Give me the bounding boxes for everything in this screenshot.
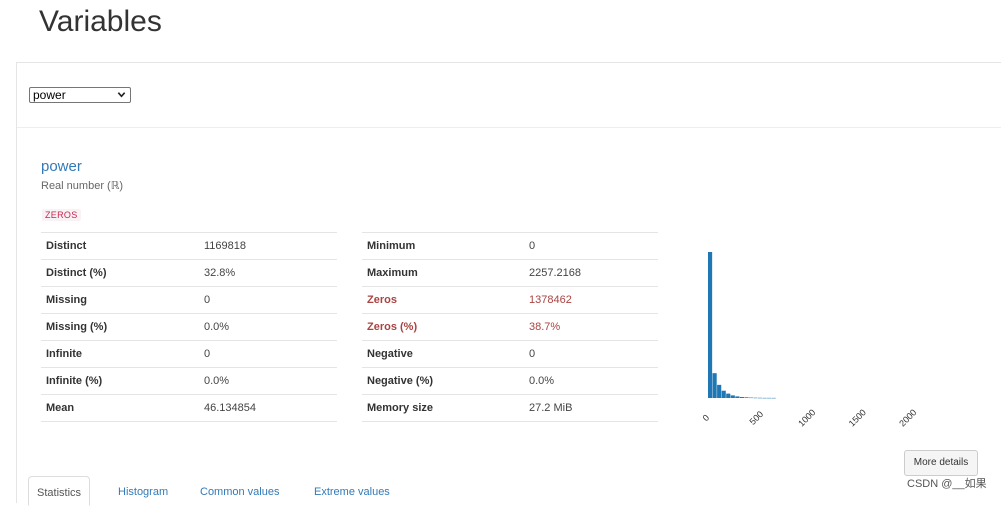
histogram-bar <box>771 397 776 399</box>
histogram-bar <box>767 397 772 399</box>
histogram-bar <box>744 397 749 398</box>
stat-label: Maximum <box>362 259 524 287</box>
histogram-bar <box>735 396 740 398</box>
more-details-button[interactable]: More details <box>904 450 978 476</box>
histogram-bar <box>721 390 726 398</box>
variable-type: Real number (ℝ) <box>41 180 124 192</box>
histogram-chart: 0 500 1000 1500 2000 <box>701 252 919 428</box>
stat-row-distinct: Distinct (%) 32.8% <box>41 259 337 287</box>
stat-label: Mean <box>41 394 199 422</box>
stat-value: 38.7% <box>524 313 658 341</box>
tab-histogram[interactable]: Histogram <box>118 486 169 498</box>
stat-value: 0 <box>199 340 337 368</box>
x-tick-label: 500 <box>748 409 766 427</box>
stat-row-infinite: Infinite 0 <box>41 340 337 368</box>
histogram-bar <box>753 397 758 399</box>
x-tick-label: 2000 <box>897 407 918 428</box>
stat-label: Infinite (%) <box>41 367 199 395</box>
stat-label: Negative <box>362 340 524 368</box>
variable-selector-bar: power <box>17 63 1001 128</box>
page-title: Variables <box>39 5 162 38</box>
stat-label: Zeros (%) <box>362 313 524 341</box>
stat-value: 0.0% <box>199 367 337 395</box>
stat-row-zeros: Zeros (%) 38.7% <box>362 313 658 341</box>
stat-value: 27.2 MiB <box>524 394 658 422</box>
x-tick-label: 1000 <box>796 407 817 428</box>
tab-common-values[interactable]: Common values <box>200 486 280 498</box>
stat-row-negative: Negative (%) 0.0% <box>362 367 658 395</box>
stat-value: 1169818 <box>199 232 337 260</box>
stat-label: Infinite <box>41 340 199 368</box>
stat-value: 32.8% <box>199 259 337 287</box>
stat-label: Distinct (%) <box>41 259 199 287</box>
stat-label: Memory size <box>362 394 524 422</box>
histogram-bar <box>739 396 744 398</box>
stat-row-missing: Missing (%) 0.0% <box>41 313 337 341</box>
histogram-bar <box>762 397 767 399</box>
tab-extreme-values[interactable]: Extreme values <box>314 486 390 498</box>
zeros-badge: ZEROS <box>42 209 81 221</box>
histogram-bar <box>712 373 717 398</box>
stat-label: Negative (%) <box>362 367 524 395</box>
stat-value: 46.134854 <box>199 394 337 422</box>
stat-row-mean: Mean 46.134854 <box>41 394 337 422</box>
stat-row-distinct: Distinct 1169818 <box>41 232 337 260</box>
stat-value: 0 <box>524 232 658 260</box>
histogram-bar <box>748 397 754 399</box>
stats-table-left: Distinct 1169818 Distinct (%) 32.8% Missing 0… <box>41 232 337 422</box>
stat-label: Minimum <box>362 232 524 260</box>
variable-name-link[interactable]: power <box>41 158 82 175</box>
histogram-bar <box>730 395 735 398</box>
stat-row-infinite: Infinite (%) 0.0% <box>41 367 337 395</box>
stat-value: 1378462 <box>524 286 658 314</box>
watermark: CSDN @__如果 <box>907 478 987 490</box>
stat-value: 0 <box>199 286 337 314</box>
stat-row-maximum: Maximum 2257.2168 <box>362 259 658 287</box>
stat-label: Distinct <box>41 232 199 260</box>
histogram-bar <box>708 252 713 398</box>
x-tick-label: 0 <box>701 413 712 424</box>
histogram-bar <box>757 397 763 399</box>
stat-label: Zeros <box>362 286 524 314</box>
stat-value: 0.0% <box>199 313 337 341</box>
stat-row-memory-size: Memory size 27.2 MiB <box>362 394 658 422</box>
variable-select[interactable]: power <box>29 87 131 103</box>
stats-table-right: Minimum 0 Maximum 2257.2168 Zeros 1378462 Zero… <box>362 232 658 422</box>
stat-row-negative: Negative 0 <box>362 340 658 368</box>
chevron-down-icon <box>117 92 126 98</box>
tab-statistics[interactable]: Statistics <box>28 476 91 506</box>
histogram-bar <box>717 384 722 398</box>
variable-select-value: power <box>33 88 66 102</box>
stat-label: Missing (%) <box>41 313 199 341</box>
stat-row-minimum: Minimum 0 <box>362 232 658 260</box>
stat-row-missing: Missing 0 <box>41 286 337 314</box>
histogram-bar <box>726 393 731 398</box>
stat-value: 2257.2168 <box>524 259 658 287</box>
stat-label: Missing <box>41 286 199 314</box>
stat-value: 0.0% <box>524 367 658 395</box>
stat-row-zeros: Zeros 1378462 <box>362 286 658 314</box>
stat-value: 0 <box>524 340 658 368</box>
x-tick-label: 1500 <box>847 407 868 428</box>
